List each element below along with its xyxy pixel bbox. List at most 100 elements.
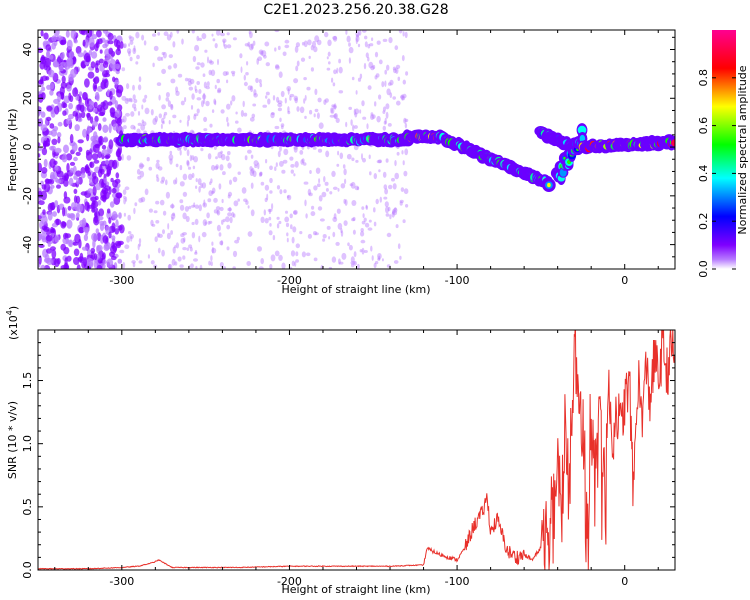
noise-speckle bbox=[91, 232, 98, 242]
noise-speckle bbox=[50, 228, 56, 234]
noise-speckle bbox=[308, 55, 311, 60]
noise-speckle bbox=[404, 118, 409, 123]
noise-speckle bbox=[51, 35, 57, 42]
noise-speckle bbox=[76, 203, 83, 213]
noise-speckle bbox=[198, 37, 202, 42]
noise-speckle bbox=[66, 84, 72, 92]
noise-speckle bbox=[137, 243, 140, 251]
snr-series-line bbox=[38, 330, 675, 570]
noise-speckle bbox=[314, 232, 319, 236]
noise-speckle bbox=[256, 58, 260, 65]
noise-speckle bbox=[250, 154, 254, 159]
noise-speckle bbox=[188, 244, 193, 249]
noise-speckle bbox=[121, 67, 126, 72]
noise-speckle bbox=[103, 136, 109, 143]
noise-speckle bbox=[108, 123, 112, 134]
noise-speckle bbox=[269, 223, 272, 227]
noise-speckle bbox=[384, 69, 388, 75]
noise-speckle bbox=[169, 158, 173, 165]
noise-speckle bbox=[326, 225, 331, 230]
noise-speckle bbox=[92, 185, 97, 196]
noise-speckle bbox=[129, 56, 133, 62]
noise-speckle bbox=[115, 109, 121, 118]
noise-speckle bbox=[129, 36, 135, 42]
noise-speckle bbox=[166, 34, 172, 41]
noise-speckle bbox=[98, 168, 103, 178]
noise-speckle bbox=[55, 179, 62, 184]
noise-speckle bbox=[378, 169, 381, 173]
noise-speckle bbox=[278, 220, 282, 225]
noise-speckle bbox=[75, 112, 79, 122]
noise-speckle bbox=[267, 208, 273, 212]
noise-speckle bbox=[66, 219, 73, 229]
noise-speckle bbox=[215, 206, 221, 211]
noise-speckle bbox=[60, 221, 67, 229]
noise-speckle bbox=[301, 41, 305, 46]
noise-speckle bbox=[87, 71, 95, 79]
noise-speckle bbox=[269, 264, 273, 269]
noise-speckle bbox=[356, 186, 360, 191]
noise-speckle bbox=[384, 80, 387, 87]
noise-speckle bbox=[38, 162, 42, 173]
noise-speckle bbox=[249, 117, 255, 122]
noise-speckle bbox=[147, 254, 150, 259]
noise-speckle bbox=[220, 109, 225, 114]
noise-speckle bbox=[389, 92, 393, 98]
noise-speckle bbox=[398, 30, 403, 34]
noise-speckle bbox=[338, 58, 341, 64]
colorbar-ticks: 0.0 0.2 0.4 0.6 0.8 bbox=[697, 69, 736, 278]
noise-speckle bbox=[274, 125, 280, 130]
noise-speckle bbox=[38, 153, 41, 158]
noise-speckle bbox=[63, 246, 70, 255]
snr-panel: -300 -200 -100 0 0.0 0.5 1.0 1.5 Height of str… bbox=[5, 306, 676, 596]
noise-speckle bbox=[219, 164, 224, 171]
noise-speckle bbox=[361, 247, 365, 255]
noise-speckle bbox=[97, 200, 102, 206]
noise-speckle bbox=[293, 95, 298, 102]
noise-speckle bbox=[76, 104, 82, 111]
noise-speckle bbox=[281, 262, 286, 269]
noise-speckle bbox=[371, 255, 374, 261]
noise-speckle bbox=[300, 159, 304, 165]
noise-speckle bbox=[161, 176, 166, 182]
noise-speckle bbox=[61, 101, 66, 109]
noise-speckle bbox=[92, 239, 96, 249]
noise-speckle bbox=[368, 61, 374, 69]
noise-speckle bbox=[111, 211, 118, 221]
y-tick-label: 40 bbox=[21, 43, 34, 57]
noise-speckle bbox=[138, 238, 142, 244]
noise-speckle bbox=[181, 38, 184, 45]
noise-speckle bbox=[95, 67, 100, 74]
noise-speckle bbox=[167, 263, 173, 269]
noise-speckle bbox=[54, 234, 60, 243]
noise-speckle bbox=[389, 79, 394, 86]
noise-speckle bbox=[105, 159, 109, 165]
noise-speckle bbox=[270, 254, 276, 262]
colorbar-label: Normalized spectral amplitude bbox=[736, 65, 749, 234]
noise-speckle bbox=[73, 248, 80, 257]
noise-speckle bbox=[227, 162, 232, 169]
noise-speckle bbox=[245, 200, 249, 205]
noise-speckle bbox=[387, 123, 392, 127]
noise-speckle bbox=[216, 78, 220, 84]
noise-speckle bbox=[142, 98, 147, 103]
noise-speckle bbox=[93, 101, 98, 109]
noise-speckle bbox=[397, 76, 401, 82]
noise-speckle bbox=[337, 188, 340, 192]
noise-speckle bbox=[349, 183, 354, 187]
noise-speckle bbox=[211, 109, 215, 113]
noise-speckle bbox=[94, 215, 99, 224]
noise-speckle bbox=[96, 264, 103, 269]
noise-speckle bbox=[396, 151, 400, 156]
noise-speckle bbox=[65, 30, 70, 38]
noise-speckle bbox=[293, 78, 299, 84]
noise-speckle bbox=[350, 263, 355, 268]
noise-speckle bbox=[310, 67, 314, 72]
noise-speckle bbox=[384, 117, 387, 125]
noise-speckle bbox=[293, 209, 298, 215]
noise-speckle bbox=[41, 147, 48, 156]
noise-speckle bbox=[360, 231, 365, 237]
noise-speckle bbox=[381, 258, 384, 262]
noise-speckle bbox=[69, 167, 74, 173]
noise-speckle bbox=[394, 172, 400, 180]
